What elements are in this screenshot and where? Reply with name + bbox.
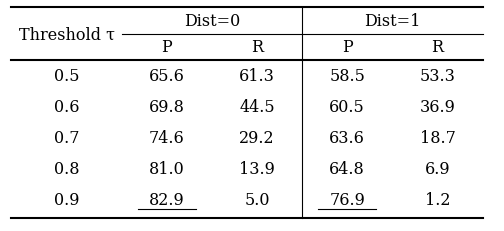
Text: 0.6: 0.6 — [54, 98, 79, 115]
Text: 60.5: 60.5 — [329, 98, 365, 115]
Text: 74.6: 74.6 — [149, 129, 184, 146]
Text: 76.9: 76.9 — [329, 191, 365, 208]
Text: 0.5: 0.5 — [54, 67, 79, 85]
Text: 18.7: 18.7 — [419, 129, 456, 146]
Text: 69.8: 69.8 — [149, 98, 185, 115]
Text: 5.0: 5.0 — [244, 191, 270, 208]
Text: 61.3: 61.3 — [239, 67, 275, 85]
Text: Threshold τ: Threshold τ — [19, 26, 114, 43]
Text: 1.2: 1.2 — [425, 191, 450, 208]
Text: Dist=0: Dist=0 — [184, 13, 240, 30]
Text: 63.6: 63.6 — [329, 129, 365, 146]
Text: 0.8: 0.8 — [54, 160, 79, 177]
Text: 6.9: 6.9 — [425, 160, 450, 177]
Text: 81.0: 81.0 — [149, 160, 184, 177]
Text: 64.8: 64.8 — [329, 160, 365, 177]
Text: 0.7: 0.7 — [54, 129, 79, 146]
Text: 13.9: 13.9 — [239, 160, 275, 177]
Text: Dist=1: Dist=1 — [364, 13, 420, 30]
Text: P: P — [161, 39, 172, 56]
Text: 58.5: 58.5 — [329, 67, 365, 85]
Text: 65.6: 65.6 — [149, 67, 185, 85]
Text: P: P — [342, 39, 353, 56]
Text: 53.3: 53.3 — [419, 67, 456, 85]
Text: 0.9: 0.9 — [54, 191, 79, 208]
Text: 44.5: 44.5 — [239, 98, 275, 115]
Text: 36.9: 36.9 — [419, 98, 456, 115]
Text: R: R — [431, 39, 444, 56]
Text: 82.9: 82.9 — [149, 191, 184, 208]
Text: 29.2: 29.2 — [239, 129, 275, 146]
Text: R: R — [251, 39, 263, 56]
